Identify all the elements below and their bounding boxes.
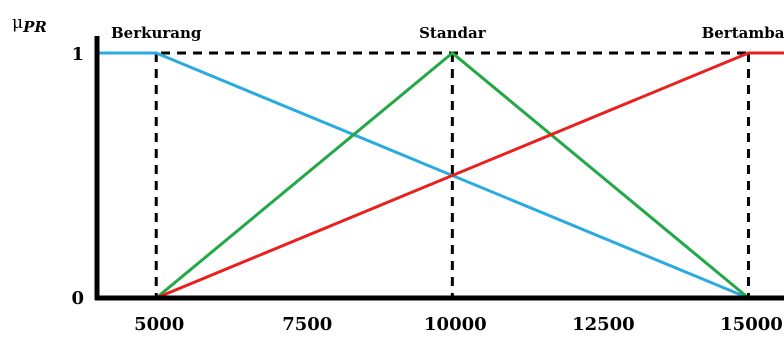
set-label-standar: Standar [419, 24, 487, 42]
x-tick-label: 15000 [720, 314, 783, 335]
y-tick-labels: 01 [71, 44, 84, 309]
set-label-berkurang: Berkurang [111, 24, 202, 42]
y-tick-label: 1 [71, 44, 84, 65]
dashed-guides [97, 51, 753, 298]
y-tick-label: 0 [71, 288, 84, 309]
set-label-bertambah: Bertambah [702, 24, 784, 42]
x-tick-labels: 5000 7500 10000 12500 15000 [134, 314, 783, 335]
series-line-bertambah [155, 51, 784, 300]
axes [94, 36, 784, 301]
series-line-berkurang [97, 51, 750, 300]
x-tick-label: 7500 [282, 314, 332, 335]
series-lines [97, 51, 784, 300]
set-labels: Berkurang Standar Bertambah [111, 24, 784, 42]
x-tick-label: 12500 [572, 314, 635, 335]
y-axis-label: μPR [12, 13, 47, 36]
series-line-standar [155, 51, 750, 300]
x-tick-label: 10000 [424, 314, 487, 335]
x-tick-label: 5000 [134, 314, 184, 335]
